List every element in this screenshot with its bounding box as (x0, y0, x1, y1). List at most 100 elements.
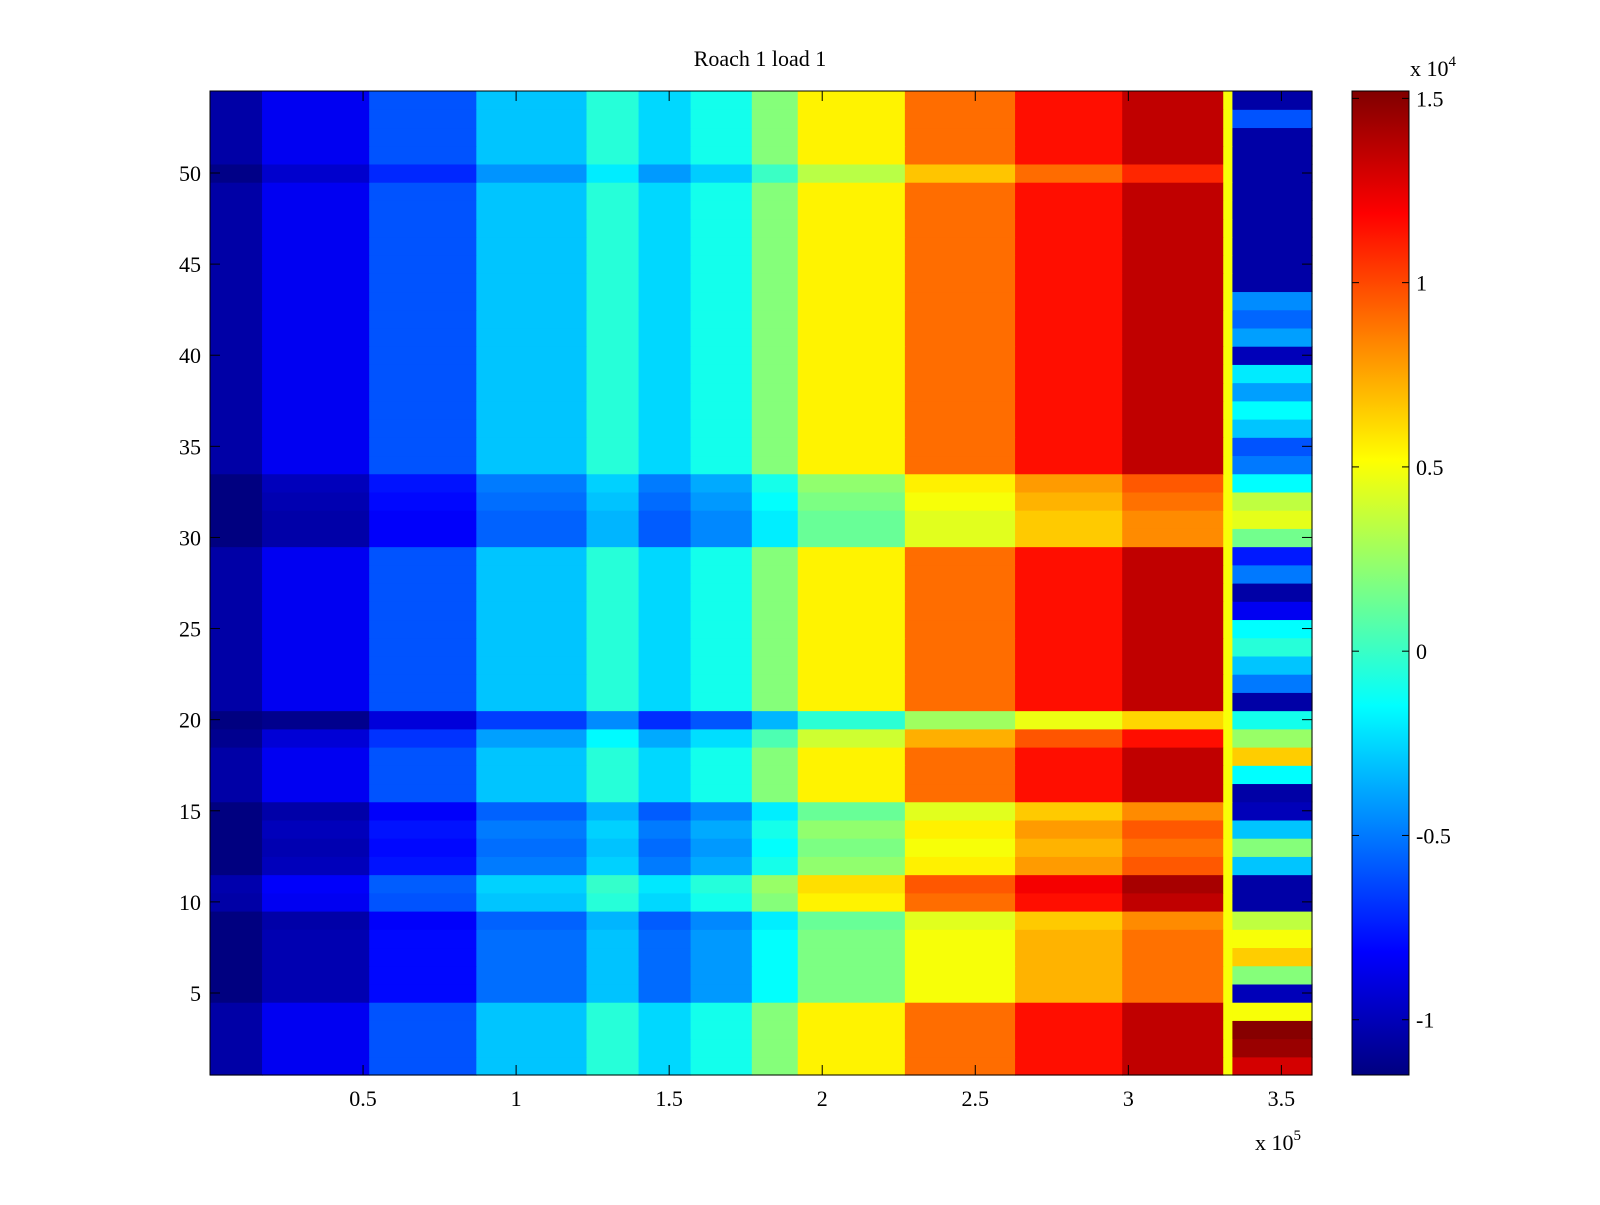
heatmap-cell (1223, 983, 1234, 1003)
heatmap-cell (369, 838, 477, 857)
heatmap-cell (262, 692, 370, 712)
heatmap-cell (369, 637, 477, 657)
heatmap-cell (1223, 327, 1234, 347)
heatmap-cell (904, 747, 1016, 766)
heatmap-cell (797, 674, 906, 693)
heatmap-cell (262, 1056, 370, 1076)
heatmap-cell (369, 929, 477, 949)
heatmap-cell (476, 911, 588, 930)
heatmap-cell (369, 91, 477, 110)
heatmap-cell (369, 983, 477, 1003)
heatmap-cell (1015, 765, 1123, 785)
heatmap-cell (1122, 327, 1224, 347)
heatmap-cell (586, 747, 640, 766)
heatmap-cell (1223, 364, 1234, 384)
heatmap-cell (210, 528, 263, 548)
heatmap-cell (1223, 947, 1234, 967)
heatmap-cell (476, 947, 588, 967)
heatmap-cell (262, 145, 370, 165)
heatmap-cell (638, 838, 692, 857)
heatmap-cell (476, 291, 588, 311)
heatmap-cell (1223, 747, 1234, 766)
heatmap-cell (690, 1020, 753, 1040)
heatmap-cell (586, 255, 640, 274)
heatmap-cell (1223, 291, 1234, 311)
heatmap-cell (797, 1020, 906, 1040)
heatmap-cell (1232, 583, 1313, 602)
heatmap-cell (586, 947, 640, 967)
heatmap-cell (690, 765, 753, 785)
heatmap-cell (210, 273, 263, 293)
heatmap-cell (476, 838, 588, 857)
heatmap-cell (638, 801, 692, 821)
heatmap-cell (476, 874, 588, 894)
heatmap-cell (369, 947, 477, 967)
heatmap-cell (904, 655, 1016, 675)
heatmap-cell (1015, 619, 1123, 639)
heatmap-cell (690, 929, 753, 949)
heatmap-cell (1223, 692, 1234, 712)
heatmap-cell (797, 473, 906, 493)
heatmap-cell (751, 109, 799, 129)
heatmap-cell (638, 127, 692, 147)
heatmap-cell (476, 655, 588, 675)
heatmap-cell (1015, 1002, 1123, 1021)
heatmap-cell (690, 473, 753, 493)
heatmap-cell (369, 765, 477, 785)
heatmap-cell (1015, 856, 1123, 876)
heatmap-cell (210, 601, 263, 621)
heatmap-cell (369, 455, 477, 475)
heatmap-cell (690, 419, 753, 438)
heatmap-cell (369, 674, 477, 693)
heatmap-cell (638, 309, 692, 329)
y-tick-label: 20 (179, 708, 201, 733)
heatmap-cell (690, 510, 753, 529)
heatmap-cell (797, 564, 906, 584)
heatmap-cell (1015, 127, 1123, 147)
heatmap-cell (586, 728, 640, 748)
heatmap-cell (638, 528, 692, 548)
heatmap-cell (262, 236, 370, 256)
heatmap-cell (638, 419, 692, 438)
heatmap-cell (797, 747, 906, 766)
heatmap-cell (586, 510, 640, 529)
heatmap-cell (797, 182, 906, 201)
heatmap-cell (210, 1038, 263, 1058)
heatmap-cell (262, 838, 370, 857)
heatmap-cell (1015, 473, 1123, 493)
heatmap-cell (1223, 856, 1234, 876)
heatmap-cell (1223, 510, 1234, 529)
heatmap-cell (586, 983, 640, 1003)
heatmap-cell (586, 929, 640, 949)
heatmap-cell (1015, 327, 1123, 347)
heatmap-cell (1122, 637, 1224, 657)
heatmap-cell (1122, 765, 1224, 785)
heatmap-cell (1122, 255, 1224, 274)
heatmap-cell (1122, 911, 1224, 930)
heatmap-cell (797, 728, 906, 748)
x-tick-label: 1.5 (655, 1086, 683, 1111)
heatmap-cell (1015, 145, 1123, 165)
heatmap-cell (1015, 528, 1123, 548)
heatmap-cell (210, 127, 263, 147)
heatmap-cell (1122, 947, 1224, 967)
heatmap-cell (904, 291, 1016, 311)
heatmap-cell (476, 965, 588, 985)
heatmap-cell (1232, 473, 1313, 493)
heatmap-cell (1122, 747, 1224, 766)
heatmap-cell (1122, 619, 1224, 639)
heatmap-cell (690, 783, 753, 803)
heatmap-cell (797, 273, 906, 293)
colorbar-exponent-power: 4 (1449, 54, 1457, 70)
heatmap-cell (797, 983, 906, 1003)
heatmap-cell (751, 655, 799, 675)
heatmap-cell (904, 528, 1016, 548)
heatmap-cell (586, 965, 640, 985)
heatmap-cell (1122, 291, 1224, 311)
heatmap-cell (690, 874, 753, 894)
heatmap-cell (1015, 218, 1123, 238)
heatmap-cell (1122, 400, 1224, 420)
heatmap-cell (1223, 382, 1234, 402)
heatmap-cell (1223, 346, 1234, 365)
